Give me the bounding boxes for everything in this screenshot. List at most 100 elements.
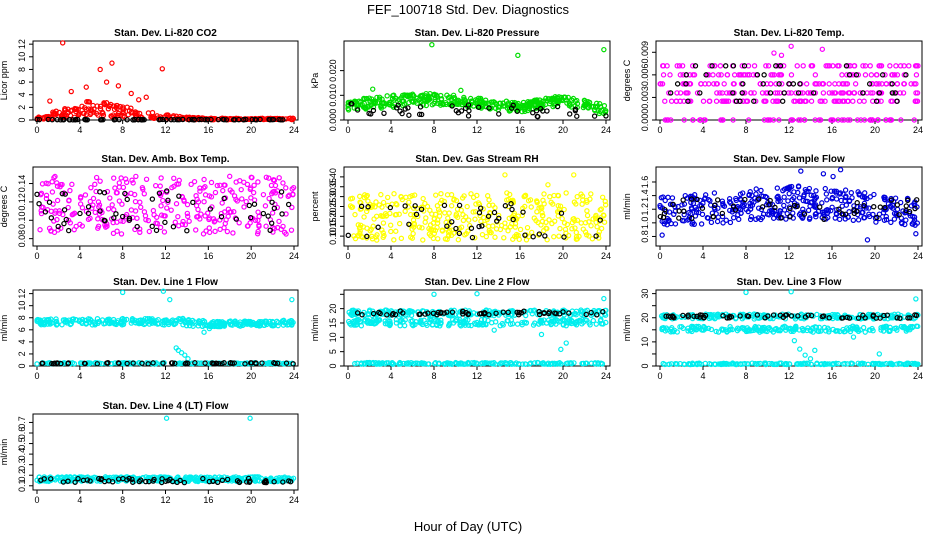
data-point bbox=[358, 203, 365, 210]
data-point bbox=[741, 63, 748, 69]
data-point bbox=[116, 198, 123, 204]
data-point bbox=[833, 210, 840, 217]
data-point bbox=[868, 117, 874, 123]
data-point bbox=[882, 72, 888, 78]
data-point bbox=[97, 189, 103, 195]
data-point bbox=[874, 214, 880, 221]
data-point bbox=[73, 223, 79, 230]
data-point bbox=[348, 101, 354, 107]
y-tick-label: 0.000 bbox=[328, 109, 338, 132]
data-point bbox=[357, 193, 363, 200]
data-point bbox=[686, 209, 692, 216]
data-point bbox=[779, 98, 786, 104]
data-point bbox=[180, 218, 186, 225]
data-point bbox=[423, 215, 429, 221]
data-point bbox=[458, 224, 465, 230]
x-tick-label: 8 bbox=[120, 371, 125, 381]
data-point bbox=[816, 324, 822, 331]
data-point bbox=[763, 63, 769, 69]
data-point bbox=[764, 90, 771, 96]
x-tick-label: 12 bbox=[784, 251, 794, 261]
data-point bbox=[528, 204, 534, 210]
data-point bbox=[411, 192, 418, 198]
data-point bbox=[781, 194, 787, 200]
data-point bbox=[440, 101, 447, 108]
data-point bbox=[745, 313, 752, 319]
data-point bbox=[536, 308, 542, 315]
data-point bbox=[690, 72, 696, 78]
data-point bbox=[905, 315, 911, 321]
x-tick-label: 8 bbox=[743, 125, 748, 135]
data-point bbox=[836, 191, 843, 197]
data-point bbox=[347, 320, 353, 327]
data-point bbox=[694, 196, 700, 203]
data-point bbox=[441, 210, 448, 216]
data-point bbox=[397, 360, 403, 367]
data-point bbox=[447, 309, 453, 315]
data-point bbox=[433, 192, 439, 198]
data-point bbox=[354, 107, 361, 113]
data-point bbox=[502, 220, 508, 226]
data-point bbox=[766, 212, 772, 218]
data-point bbox=[851, 63, 858, 69]
data-point bbox=[232, 318, 238, 324]
data-point bbox=[82, 116, 88, 123]
data-point bbox=[112, 116, 119, 123]
data-point bbox=[481, 310, 488, 316]
data-point bbox=[130, 180, 136, 186]
data-point bbox=[401, 92, 407, 98]
data-point bbox=[370, 104, 377, 110]
data-point bbox=[97, 208, 103, 214]
data-point bbox=[41, 322, 48, 328]
data-point bbox=[822, 98, 828, 104]
data-point bbox=[672, 221, 679, 227]
data-point bbox=[911, 361, 917, 367]
x-tick-label: 4 bbox=[700, 251, 705, 261]
x-tick-label: 0 bbox=[657, 251, 662, 261]
data-point bbox=[898, 312, 904, 319]
data-point bbox=[728, 200, 734, 206]
data-point bbox=[790, 81, 797, 87]
data-point bbox=[834, 98, 840, 104]
data-point bbox=[804, 327, 810, 334]
data-point bbox=[719, 327, 726, 333]
data-point bbox=[157, 183, 163, 189]
data-point bbox=[694, 90, 701, 96]
data-point bbox=[449, 309, 456, 315]
data-point bbox=[759, 90, 766, 96]
data-point bbox=[510, 102, 516, 109]
data-point bbox=[430, 92, 437, 98]
data-point bbox=[466, 361, 472, 367]
data-point bbox=[37, 227, 43, 233]
data-point bbox=[220, 187, 226, 194]
data-point bbox=[776, 210, 783, 216]
data-point bbox=[126, 215, 133, 222]
data-point bbox=[289, 204, 295, 211]
data-point bbox=[862, 329, 868, 335]
data-point bbox=[249, 116, 255, 123]
data-point bbox=[212, 218, 218, 224]
data-point bbox=[819, 313, 825, 320]
data-point bbox=[662, 98, 668, 104]
data-point bbox=[683, 81, 689, 87]
data-point bbox=[122, 190, 128, 197]
data-point bbox=[68, 88, 74, 95]
data-point bbox=[206, 325, 213, 332]
data-point bbox=[722, 63, 729, 69]
data-point bbox=[361, 214, 367, 220]
data-point bbox=[233, 179, 239, 185]
data-point bbox=[551, 234, 557, 240]
data-point bbox=[858, 361, 864, 367]
data-point bbox=[878, 324, 884, 331]
data-point bbox=[909, 221, 915, 227]
data-point bbox=[402, 203, 408, 209]
data-point bbox=[853, 72, 860, 78]
data-point bbox=[812, 211, 819, 217]
data-point bbox=[429, 211, 435, 217]
y-tick-label: 0.7 bbox=[17, 416, 27, 429]
data-point bbox=[388, 228, 394, 235]
y-tick-label: 0 bbox=[17, 363, 27, 368]
data-point bbox=[571, 172, 577, 178]
data-point bbox=[160, 197, 166, 204]
